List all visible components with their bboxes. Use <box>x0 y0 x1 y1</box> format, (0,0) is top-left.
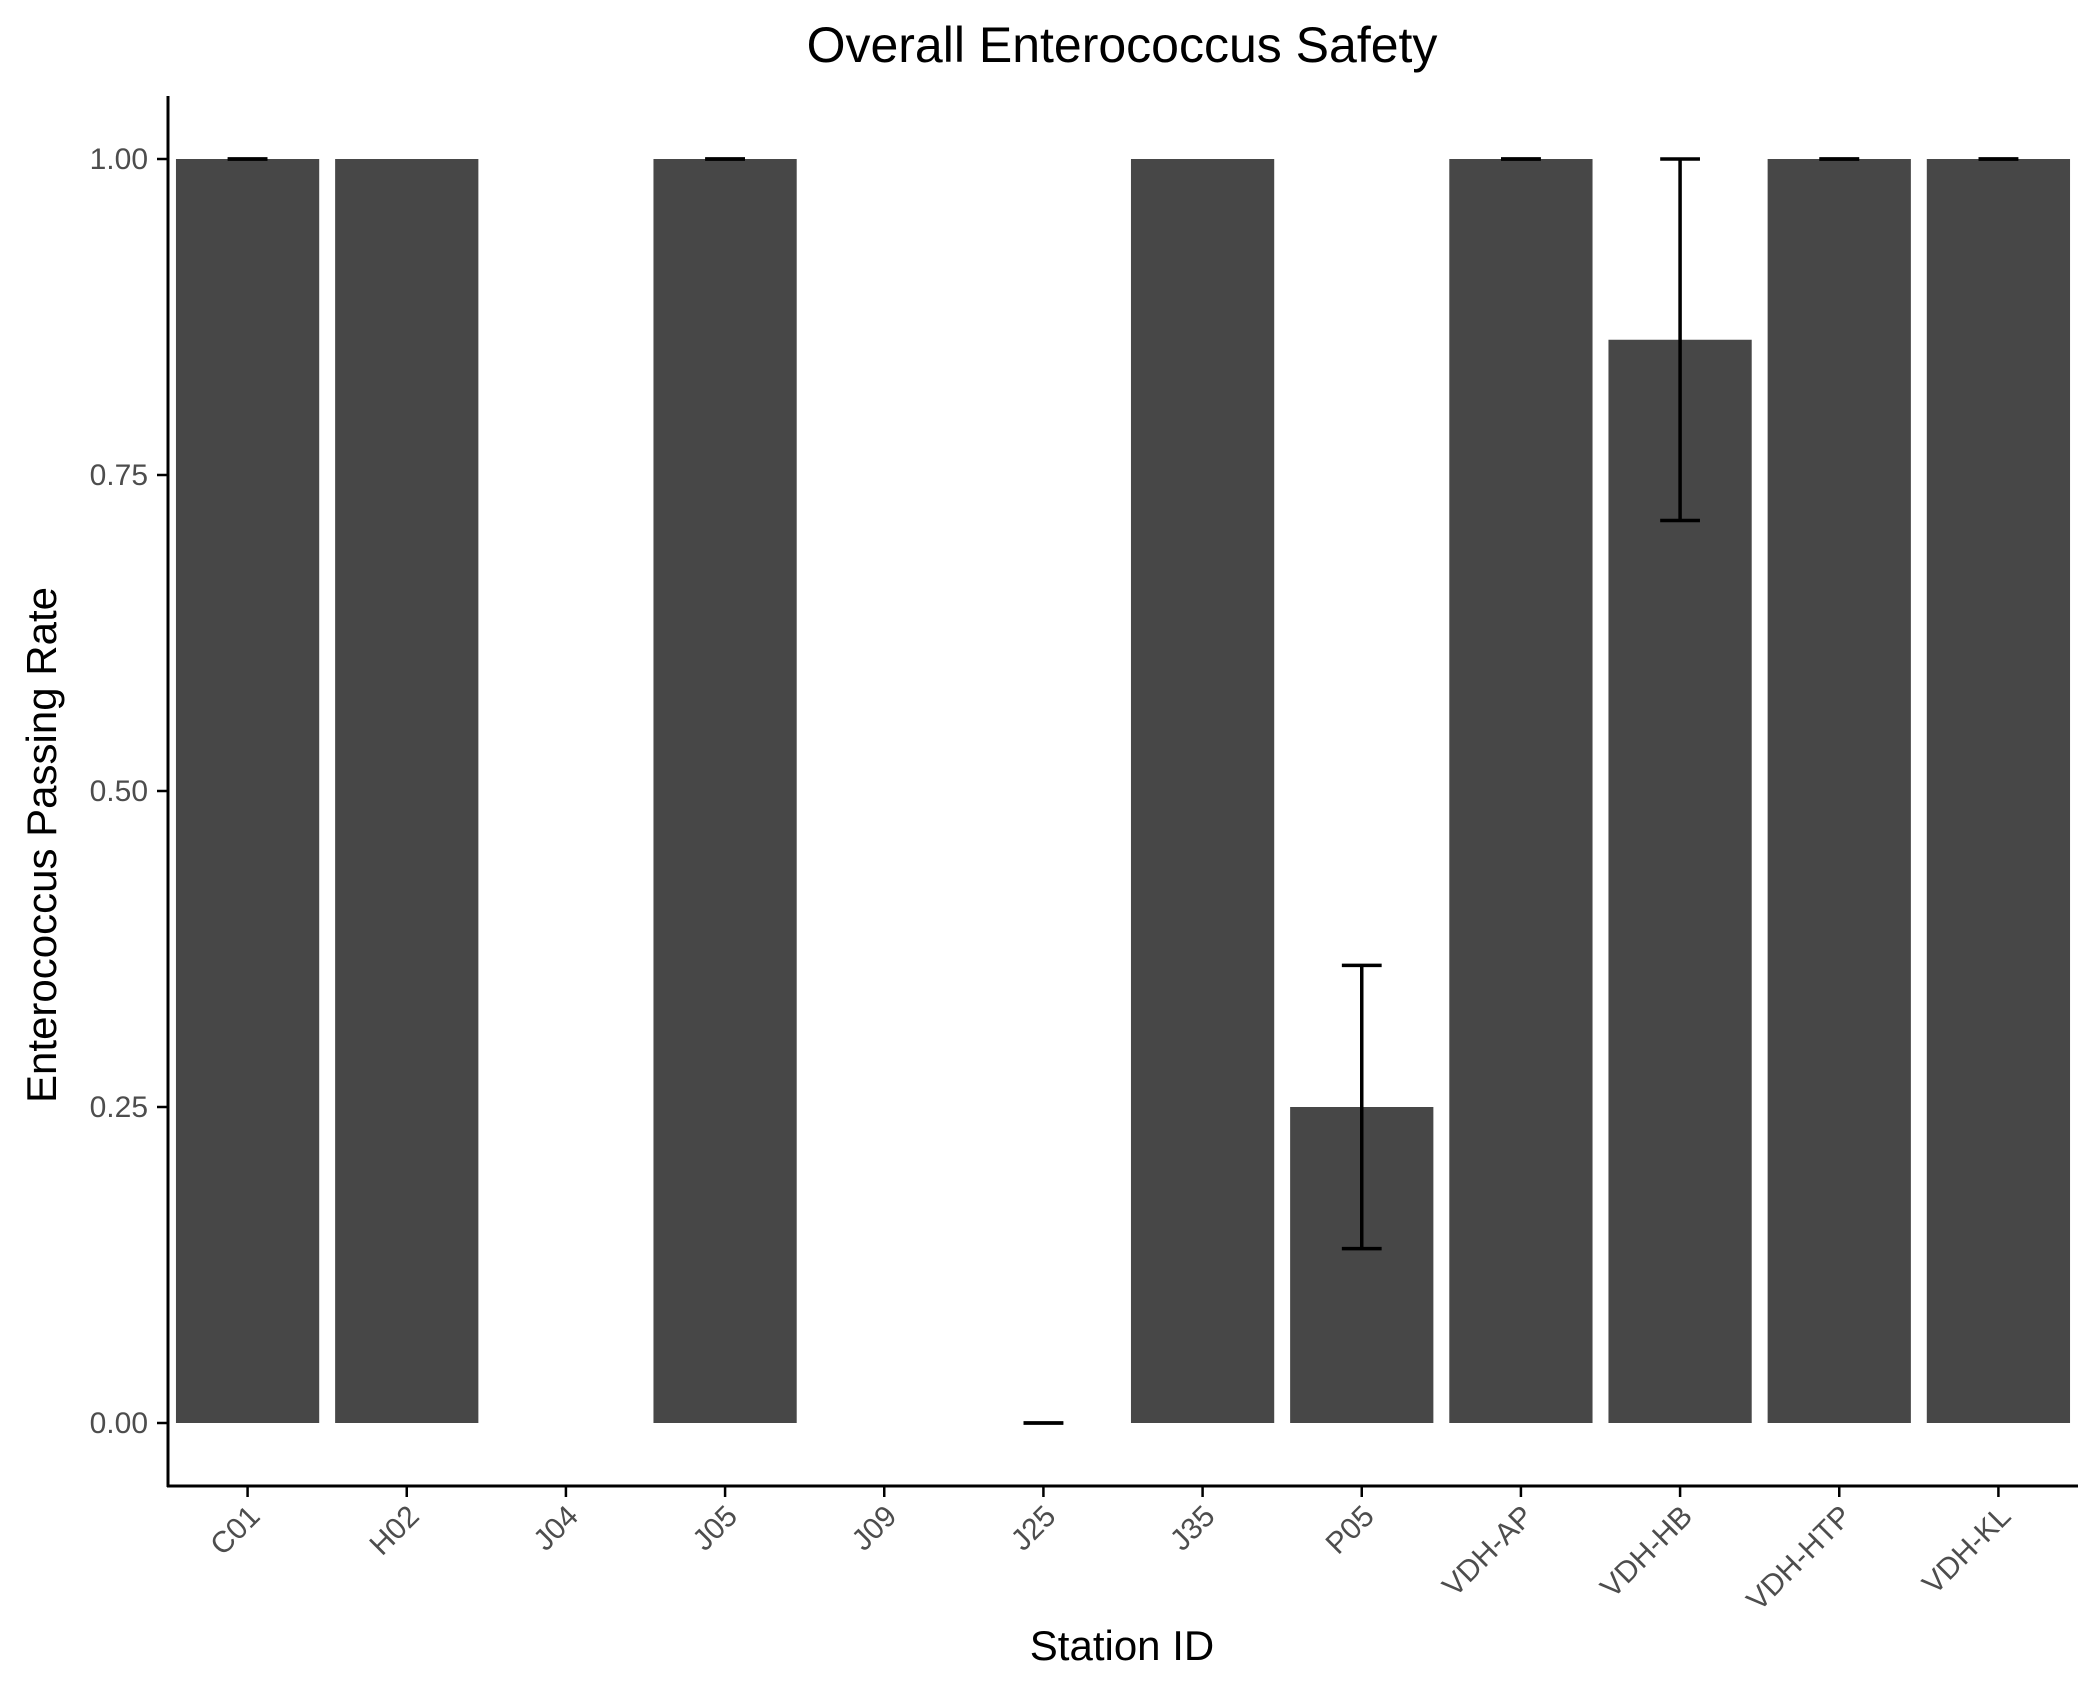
errorbars-group <box>227 157 2019 1425</box>
y-tick-label-0-50: 0.50 <box>90 775 148 808</box>
x-tick-label-p05: P05 <box>1320 1500 1381 1561</box>
bars-group <box>175 159 2071 1424</box>
x-tick-label-vdh-hb: VDH-HB <box>1594 1500 1699 1605</box>
y-tick-label-0-00: 0.00 <box>90 1407 148 1440</box>
bar-vdh-ap <box>1449 159 1593 1423</box>
x-axis-title: Station ID <box>1030 1622 1214 1669</box>
bar-j05 <box>653 159 797 1423</box>
x-tick-label-j05: J05 <box>686 1500 744 1558</box>
bar-j35 <box>1130 159 1275 1423</box>
x-tick-label-j04: J04 <box>527 1500 585 1558</box>
x-tick-label-j09: J09 <box>846 1500 904 1558</box>
x-tick-label-c01: C01 <box>204 1500 266 1562</box>
y-tick-label-0-25: 0.25 <box>90 1091 148 1124</box>
chart-title: Overall Enterococcus Safety <box>807 17 1438 73</box>
bar-vdh-kl <box>1926 159 2071 1423</box>
x-ticks-group: C01 H02 J04 J05 J09 J25 J35 P05 VDH-AP VDH-HB VDH-… <box>204 1486 2017 1617</box>
y-ticks-group: 0.00 0.25 0.50 0.75 1.00 <box>90 143 168 1440</box>
y-axis-title: Enterococcus Passing Rate <box>18 587 65 1103</box>
errorbar-p05 <box>1341 963 1382 1251</box>
y-tick-label-1-00: 1.00 <box>90 143 148 176</box>
x-tick-label-j25: J25 <box>1005 1500 1063 1558</box>
x-tick-label-j35: J35 <box>1164 1500 1222 1558</box>
bar-h02 <box>335 159 479 1423</box>
errorbar-vdh-hb <box>1660 157 1700 523</box>
bar-c01 <box>175 159 320 1423</box>
x-tick-label-vdh-ap: VDH-AP <box>1436 1500 1539 1603</box>
x-tick-label-vdh-kl: VDH-KL <box>1916 1500 2017 1601</box>
y-tick-label-0-75: 0.75 <box>90 459 148 492</box>
x-tick-label-h02: H02 <box>363 1500 425 1562</box>
x-tick-label-vdh-htp: VDH-HTP <box>1741 1500 1859 1618</box>
bar-vdh-htp <box>1767 159 1911 1423</box>
